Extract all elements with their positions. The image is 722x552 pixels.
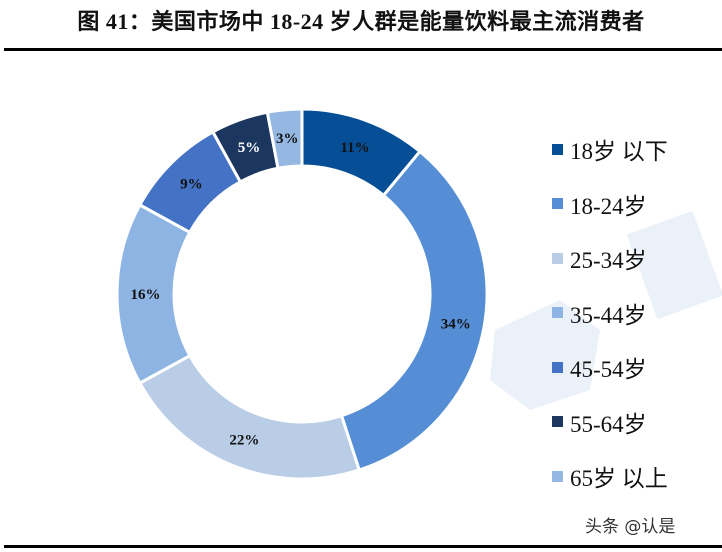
chart-title: 图 41：美国市场中 18-24 岁人群是能量饮料最主流消费者	[77, 9, 645, 34]
legend-item: 35-44岁	[552, 286, 668, 341]
source-watermark: 头条 @认是	[585, 517, 676, 537]
legend-item: 55-64岁	[552, 395, 668, 450]
legend-label: 45-54岁	[570, 357, 647, 383]
donut-slice	[265, 107, 304, 171]
slice-value-label: 11%	[340, 140, 369, 156]
slice-value-label: 5%	[238, 140, 261, 156]
bottom-divider	[4, 545, 722, 548]
legend-swatch-icon	[552, 416, 563, 428]
chart-legend: 18岁 以下 18-24岁 25-34岁 35-44岁 45-54岁 55-64…	[552, 122, 668, 504]
legend-item: 18-24岁	[552, 177, 668, 232]
slice-value-label: 9%	[180, 176, 203, 192]
donut-slice-labels: 11% 34% 22% 16% 9% 5% 3%	[131, 131, 471, 448]
legend-label: 55-64岁	[570, 411, 647, 437]
slice-value-label: 22%	[229, 433, 259, 449]
donut-slices	[115, 107, 489, 481]
legend-swatch-icon	[552, 361, 563, 373]
legend-label: 25-34岁	[570, 248, 647, 274]
legend-label: 18岁 以下	[570, 139, 668, 165]
legend-swatch-icon	[552, 307, 563, 319]
legend-swatch-icon	[552, 143, 563, 155]
slice-value-label: 3%	[276, 131, 299, 147]
legend-swatch-icon	[552, 252, 563, 264]
legend-item: 25-34岁	[552, 231, 668, 286]
slice-value-label: 16%	[131, 287, 161, 303]
donut-slice	[137, 353, 362, 481]
legend-item: 45-54岁	[552, 340, 668, 395]
donut-slice	[339, 149, 489, 472]
legend-swatch-icon	[552, 198, 563, 210]
watermark-logo-icon	[490, 210, 722, 410]
legend-item: 65岁 以上	[552, 449, 668, 504]
legend-label: 65岁 以上	[570, 466, 668, 492]
legend-swatch-icon	[552, 470, 563, 482]
slice-value-label: 34%	[441, 316, 471, 332]
legend-label: 18-24岁	[570, 193, 647, 219]
top-divider	[4, 48, 722, 51]
legend-label: 35-44岁	[570, 302, 647, 328]
legend-item: 18岁 以下	[552, 122, 668, 177]
